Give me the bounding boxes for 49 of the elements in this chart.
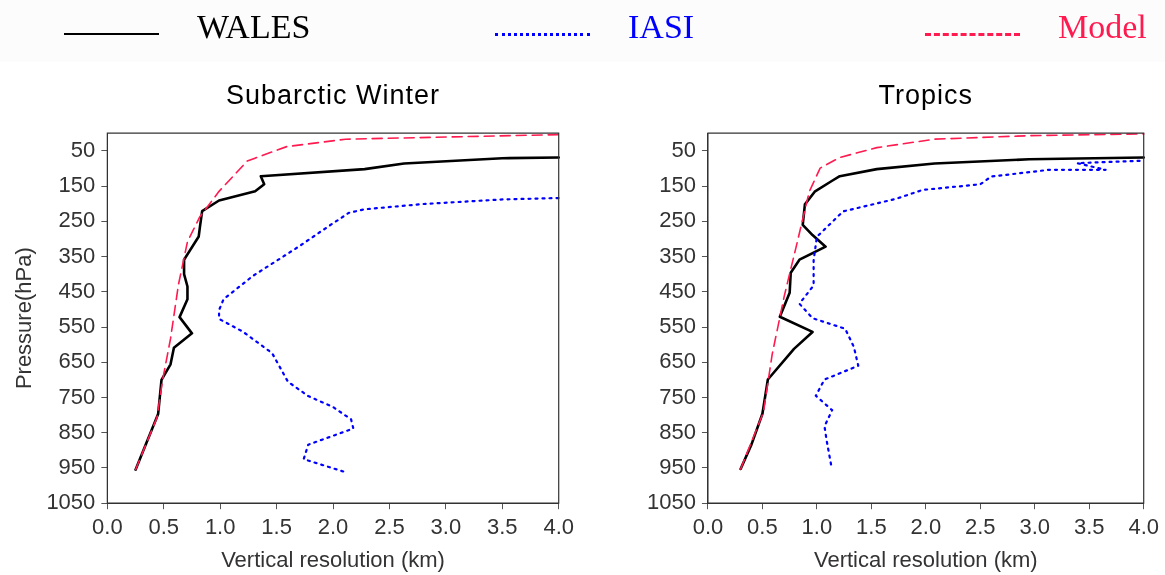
y-tick-label: 950 bbox=[58, 454, 96, 480]
chart-title: Subarctic Winter bbox=[224, 80, 442, 111]
x-tick-label: 0.5 bbox=[148, 514, 180, 540]
chart-title: Tropics bbox=[877, 80, 975, 111]
y-tick-label: 1050 bbox=[46, 489, 96, 515]
y-tick-label: 150 bbox=[659, 172, 696, 198]
y-tick-label: 650 bbox=[58, 348, 96, 374]
y-tick-label: 250 bbox=[659, 207, 696, 233]
y-tick-label: 650 bbox=[659, 348, 696, 374]
x-tick-label: 3.5 bbox=[486, 514, 518, 540]
y-tick-label: 50 bbox=[671, 136, 696, 162]
x-tick-label: 2.0 bbox=[910, 514, 942, 540]
y-tick-label: 450 bbox=[58, 277, 96, 303]
x-tick-label: 3.0 bbox=[1019, 514, 1051, 540]
x-tick-label: 4.0 bbox=[543, 514, 575, 540]
x-tick-label: 1.0 bbox=[801, 514, 833, 540]
y-tick-label: 750 bbox=[58, 383, 96, 409]
legend-label: IASI bbox=[628, 8, 695, 46]
x-tick-label: 4.0 bbox=[1128, 514, 1160, 540]
x-tick-label: 2.5 bbox=[965, 514, 996, 540]
legend-label: Model bbox=[1058, 8, 1147, 46]
x-tick-label: 1.5 bbox=[261, 514, 292, 540]
y-tick-label: 850 bbox=[58, 418, 96, 444]
x-tick-label: 3.5 bbox=[1073, 514, 1105, 540]
x-axis-title: Vertical resolution (km) bbox=[813, 546, 1038, 572]
x-axis-title: Vertical resolution (km) bbox=[221, 546, 445, 572]
x-tick-label: 1.0 bbox=[204, 514, 236, 540]
line-series bbox=[217, 196, 560, 473]
y-tick-label: 350 bbox=[58, 242, 96, 268]
y-tick-label: 50 bbox=[70, 136, 96, 162]
y-tick-label: 750 bbox=[659, 383, 696, 409]
x-tick-label: 2.5 bbox=[374, 514, 405, 540]
y-tick-label: 550 bbox=[659, 313, 696, 339]
x-tick-label: 2.0 bbox=[317, 514, 349, 540]
x-tick-label: 0.0 bbox=[692, 514, 724, 540]
y-tick-label: 850 bbox=[659, 418, 696, 444]
x-tick-label: 3.0 bbox=[430, 514, 462, 540]
y-tick-label: 950 bbox=[659, 454, 696, 480]
x-tick-label: 1.5 bbox=[856, 514, 887, 540]
y-tick-label: 150 bbox=[58, 172, 96, 198]
x-tick-label: 0.5 bbox=[747, 514, 778, 540]
y-tick-label: 350 bbox=[659, 242, 696, 268]
x-tick-label: 0.0 bbox=[92, 514, 123, 540]
y-axis-title: Pressure(hPa) bbox=[11, 247, 37, 390]
y-tick-label: 1050 bbox=[646, 489, 696, 515]
y-tick-label: 250 bbox=[58, 207, 96, 233]
legend-label: WALES bbox=[197, 8, 311, 46]
y-tick-label: 450 bbox=[659, 277, 696, 303]
y-tick-label: 550 bbox=[58, 313, 96, 339]
